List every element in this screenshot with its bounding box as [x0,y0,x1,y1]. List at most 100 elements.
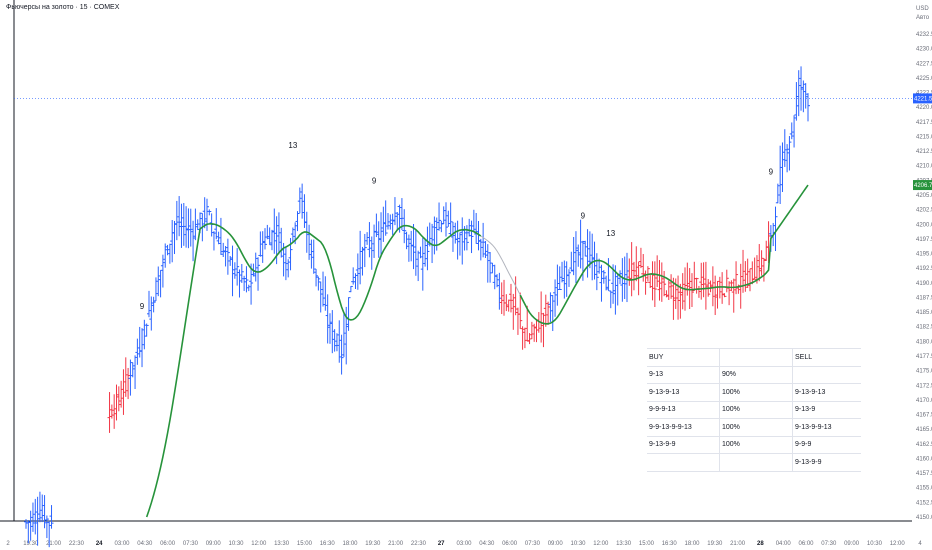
pattern-stats-table: BUY SELL 9-13 90% 9-13-9-13 100% 9-13-9-13 9-9-… [647,348,861,472]
stats-row: BUY SELL [647,348,861,367]
x-tick-label: 06:00 [798,541,814,547]
y-tick-label: 4172.5 [916,383,932,389]
stats-cell [647,453,720,472]
x-tick-label: 06:00 [160,541,176,547]
x-tick-label: 09:00 [206,541,222,547]
stats-cell: 9-9-9-13 [647,400,720,419]
stats-cell: 9-9-9 [792,435,861,454]
y-tick-label: 4190.0 [916,281,932,287]
x-tick-label: 2 [6,541,10,547]
x-tick-label: 19:30 [707,541,723,547]
chart-title: Фьючерсы на золото · 15 · COMEX [6,4,120,11]
y-tick-label: 4217.5 [916,120,932,126]
y-tick-label: 4195.0 [916,252,932,258]
y-tick-label: 4155.0 [916,486,932,492]
x-tick-label: 07:30 [183,541,199,547]
y-tick-label: 4202.5 [916,208,932,214]
y-tick-label: 4162.5 [916,442,932,448]
x-tick-label: 04:30 [137,541,153,547]
x-tick-label: 18:00 [342,541,358,547]
y-tick-label: 4165.0 [916,427,932,433]
x-tick-label: 21:00 [730,541,746,547]
x-tick-label: 15:00 [639,541,655,547]
currency-code: USD [916,6,929,12]
x-tick-label: 15:00 [297,541,313,547]
x-tick-label: 22:30 [69,541,85,547]
stats-cell [792,365,861,384]
scale-mode[interactable]: Авто [916,15,930,21]
x-tick-label: 04:00 [776,541,792,547]
x-tick-label: 10:30 [867,541,883,547]
y-tick-label: 4157.5 [916,471,932,477]
y-tick-label: 4187.5 [916,295,932,301]
y-tick-label: 4215.0 [916,134,932,140]
x-tick-label: 4 [918,541,922,547]
x-tick-label: 03:00 [456,541,472,547]
y-tick-label: 4182.5 [916,325,932,331]
x-tick-label: 10:30 [570,541,586,547]
y-tick-label: 4197.5 [916,237,932,243]
stats-cell [719,453,793,472]
sequence-annotation: 13 [288,141,297,150]
x-tick-label: 22:30 [411,541,427,547]
sequence-annotation: 9 [581,211,586,220]
stats-cell: 100% [719,435,793,454]
stats-row: 9-9-13-9-9-13 100% 9-13-9-9-13 [647,418,861,437]
stats-cell: 9-13-9-9 [647,435,720,454]
x-tick-label: 27 [438,541,445,547]
y-tick-label: 4177.5 [916,354,932,360]
y-tick-label: 4200.0 [916,222,932,228]
stats-cell: 9-13-9-13 [647,383,720,402]
stats-row: 9-9-9-13 100% 9-13-9 [647,400,861,419]
stats-cell: 9-13-9 [792,400,861,419]
current-price-badge [913,93,932,104]
x-tick-label: 12:00 [251,541,267,547]
y-tick-label: 4180.0 [916,339,932,345]
y-tick-label: 4225.0 [916,76,932,82]
sequence-annotation: 13 [606,229,615,238]
stats-row: 9-13-9-13 100% 9-13-9-13 [647,383,861,402]
x-tick-label: 19:30 [23,541,39,547]
x-tick-label: 09:00 [844,541,860,547]
y-tick-label: 4175.0 [916,369,932,375]
stats-row: 9-13-9-9 100% 9-9-9 [647,435,861,454]
x-tick-label: 07:30 [525,541,541,547]
sequence-annotation: 9 [140,302,145,311]
y-tick-label: 4205.0 [916,193,932,199]
ma-price-badge [913,180,932,191]
x-tick-label: 03:00 [114,541,130,547]
x-tick-label: 13:30 [616,541,632,547]
x-tick-label: 16:30 [662,541,678,547]
y-tick-label: 4212.5 [916,149,932,155]
stats-cell: 100% [719,418,793,437]
x-tick-label: 19:30 [365,541,381,547]
stats-row: 9-13-9-9 [647,453,861,472]
x-tick-label: 13:30 [274,541,290,547]
currency-label[interactable]: USD Авто [916,5,929,23]
y-tick-label: 4160.0 [916,456,932,462]
y-tick-label: 4152.5 [916,500,932,506]
x-tick-label: 04:30 [479,541,495,547]
x-tick-label: 10:30 [228,541,244,547]
ma-price-badge-label: 4206.7 [914,183,932,189]
stats-cell: 9-9-13-9-9-13 [647,418,720,437]
stats-cell: SELL [792,348,861,367]
y-tick-label: 4150.0 [916,515,932,521]
sequence-annotation: 9 [372,176,377,185]
y-tick-label: 4192.5 [916,266,932,272]
stats-cell: 90% [719,365,793,384]
y-tick-label: 4185.0 [916,310,932,316]
x-tick-label: 12:00 [890,541,906,547]
y-tick-label: 4167.5 [916,413,932,419]
x-tick-label: 16:30 [320,541,336,547]
y-tick-label: 4220.0 [916,105,932,111]
x-tick-label: 21:00 [46,541,62,547]
stats-cell: 9-13 [647,365,720,384]
sequence-annotation: 9 [769,168,774,177]
x-tick-label: 21:00 [388,541,404,547]
x-tick-label: 07:30 [821,541,837,547]
stats-row: 9-13 90% [647,365,861,384]
x-tick-label: 09:00 [548,541,564,547]
y-tick-label: 4210.0 [916,164,932,170]
